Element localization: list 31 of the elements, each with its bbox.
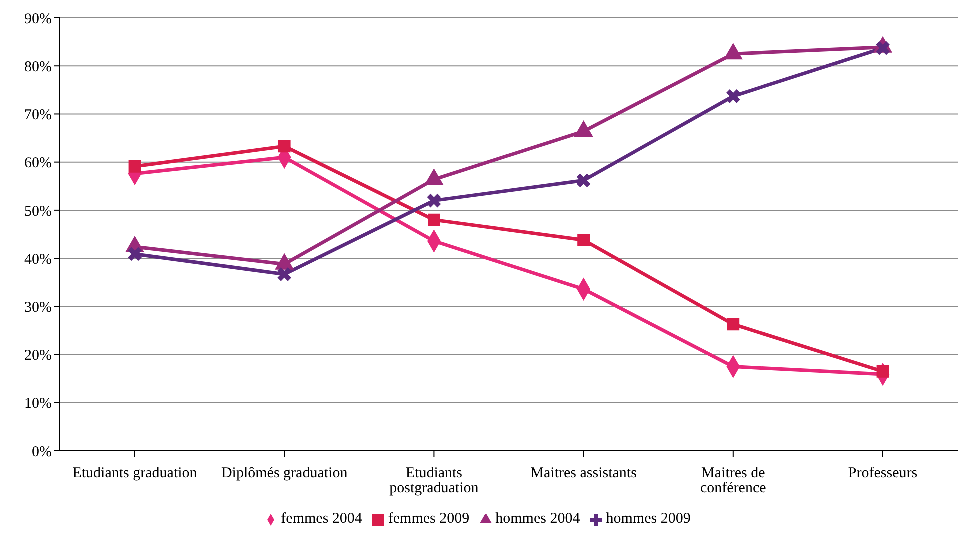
point (128, 160, 142, 173)
legend-label: femmes 2009 (388, 511, 470, 527)
x-tick-label: Diplômés graduation (221, 466, 348, 482)
point (278, 268, 292, 282)
x-tick-label: Etudiants postgraduation (390, 466, 480, 497)
legend-label: femmes 2004 (281, 511, 362, 527)
point (128, 247, 142, 262)
y-tick-label: 40% (24, 252, 52, 268)
y-tick-label: 50% (24, 204, 52, 220)
x-tick-label: Maitres de conférence (700, 466, 767, 497)
x-tick-label: Professeurs (848, 466, 918, 482)
y-tick-label: 70% (24, 108, 52, 124)
y-tick-label: 0% (32, 444, 52, 460)
legend-label: hommes 2009 (606, 511, 691, 527)
y-tick-label: 10% (24, 396, 52, 412)
x-tick-label: Etudiants graduation (72, 466, 198, 482)
y-tick-label: 90% (24, 11, 52, 28)
point (278, 140, 291, 153)
legend-label: hommes 2004 (496, 511, 580, 527)
y-tick-label: 30% (24, 300, 52, 316)
point (428, 214, 440, 226)
y-tick-label: 20% (24, 348, 52, 364)
point (726, 89, 740, 104)
x-tick-label: Maitres assistants (530, 466, 638, 482)
point (427, 194, 442, 208)
point (727, 318, 740, 331)
point (576, 174, 591, 188)
point (578, 234, 590, 246)
point (876, 365, 890, 378)
y-tick-label: 80% (24, 59, 52, 76)
y-tick-label: 60% (24, 156, 52, 172)
